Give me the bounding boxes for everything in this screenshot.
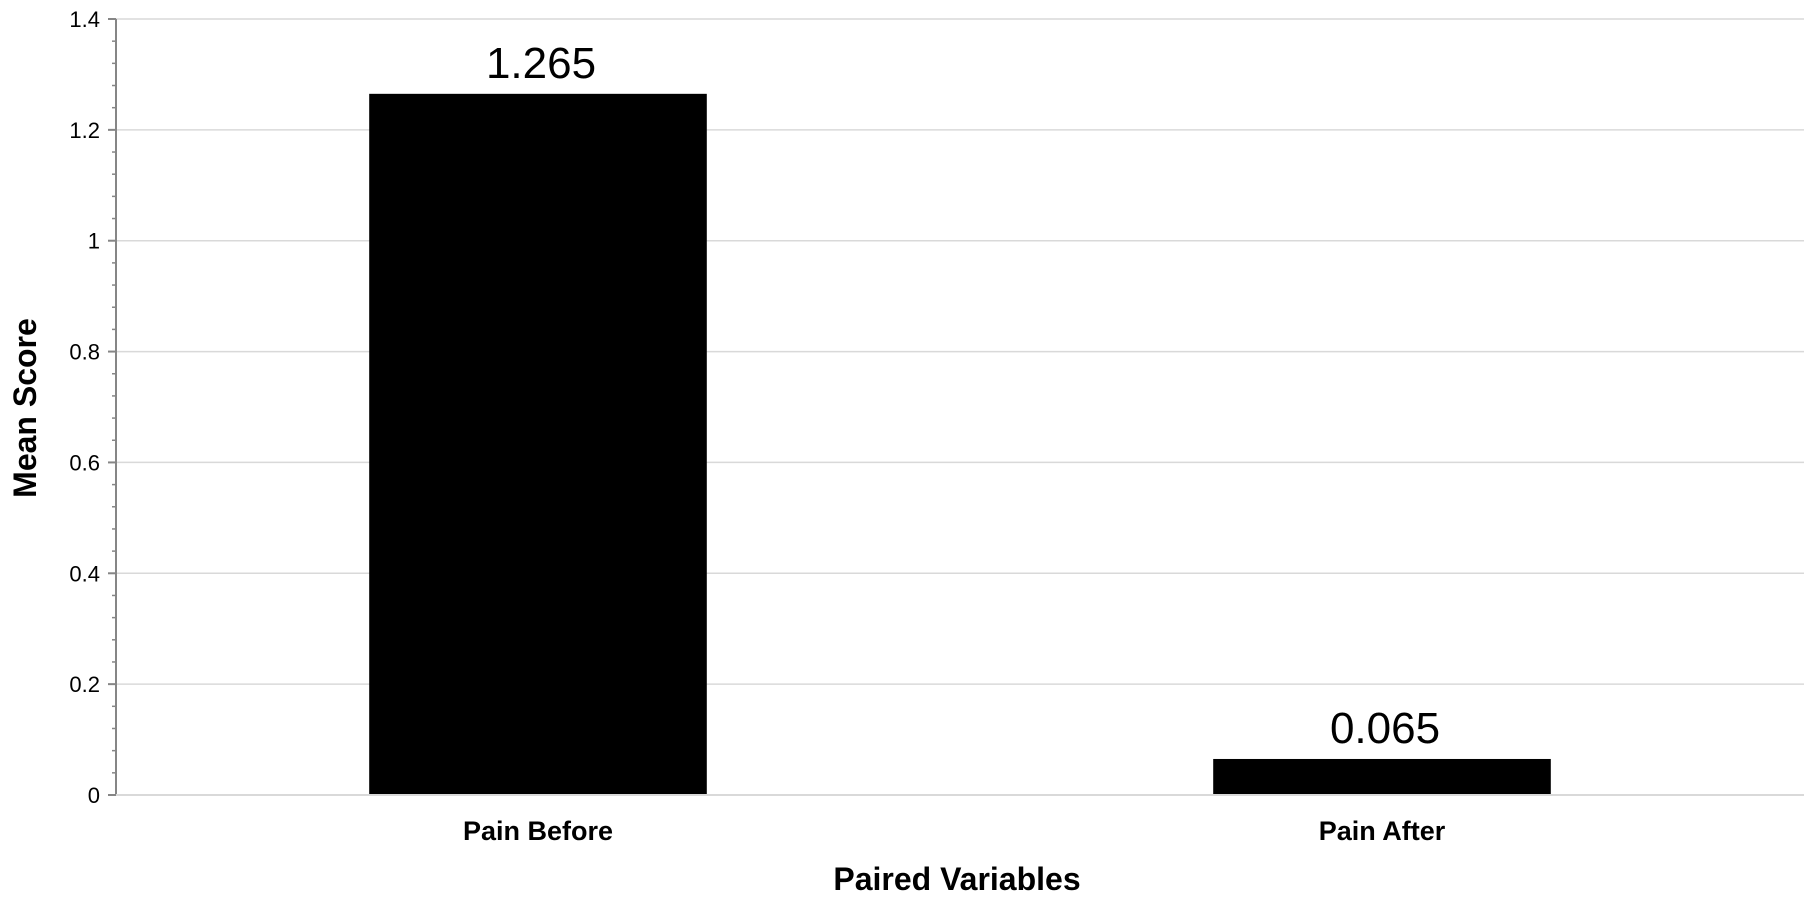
y-tick-label: 0.8 (69, 340, 100, 365)
bar (369, 93, 707, 796)
data-label: 1.265 (486, 39, 596, 88)
y-tick-label: 1 (88, 229, 100, 254)
axes (108, 18, 1804, 796)
y-tick-label: 1.2 (69, 118, 100, 143)
labels: 0 0.2 0.4 0.6 0.8 1 1.2 1.4 1.265 Pain Before 0.06… (69, 7, 1445, 846)
bar (1213, 758, 1551, 795)
bars (369, 93, 1551, 796)
y-tick-label: 1.4 (69, 7, 100, 32)
y-axis-title: Mean Score (7, 318, 43, 498)
x-tick-label: Pain After (1319, 816, 1446, 846)
y-tick-label: 0.4 (69, 561, 100, 586)
y-tick-label: 0 (88, 783, 100, 808)
x-axis-title: Paired Variables (833, 861, 1080, 896)
y-tick-label: 0.6 (69, 450, 100, 475)
data-label: 0.065 (1330, 704, 1440, 753)
x-tick-label: Pain Before (463, 816, 613, 846)
y-tick-label: 0.2 (69, 672, 100, 697)
